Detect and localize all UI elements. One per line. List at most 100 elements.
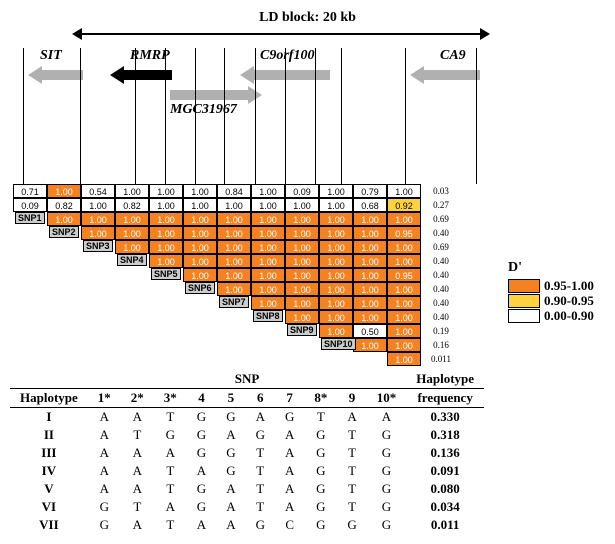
legend-row: 0.90-0.95 bbox=[508, 293, 594, 308]
ld-cell: 1.00 bbox=[285, 240, 319, 254]
ld-block-arrow bbox=[10, 28, 605, 40]
ld-cell: 1.00 bbox=[183, 240, 217, 254]
ld-row-6: 1.001.001.001.001.001.000.95 bbox=[183, 268, 421, 282]
ld-row-0: 0.711.000.541.001.001.000.841.000.091.00… bbox=[13, 184, 421, 198]
ld-arrow-head-left bbox=[72, 28, 82, 40]
ld-cell: 1.00 bbox=[387, 184, 421, 198]
ld-cell: 1.00 bbox=[251, 254, 285, 268]
ld-row-freq: 0.40 bbox=[424, 268, 458, 282]
ld-row-1: 0.090.821.000.821.001.001.001.001.001.00… bbox=[13, 198, 421, 212]
ld-cell: 1.00 bbox=[149, 184, 183, 198]
ld-row-4: 1.001.001.001.001.001.001.001.001.00 bbox=[115, 240, 421, 254]
ld-cell: 1.00 bbox=[387, 240, 421, 254]
ld-row-freq: 0.27 bbox=[424, 198, 458, 212]
legend-title: D' bbox=[508, 260, 594, 276]
gene-arrow-rmrp bbox=[110, 66, 172, 84]
gene-arrow-sit bbox=[28, 66, 83, 84]
ld-row-3: 1.001.001.001.001.001.001.001.001.000.95 bbox=[81, 226, 421, 240]
ld-cell: 1.00 bbox=[115, 226, 149, 240]
ld-cell: 1.00 bbox=[251, 282, 285, 296]
ld-row-freq: 0.69 bbox=[424, 240, 458, 254]
ld-arrow-head-right bbox=[480, 28, 490, 40]
snp-track-line-7 bbox=[285, 48, 286, 184]
ld-cell: 1.00 bbox=[319, 212, 353, 226]
ld-cell: 1.00 bbox=[251, 212, 285, 226]
ld-cell: 1.00 bbox=[47, 184, 81, 198]
ld-cell: 1.00 bbox=[387, 352, 421, 366]
ld-cell: 1.00 bbox=[319, 268, 353, 282]
ld-cell: 1.00 bbox=[285, 268, 319, 282]
ld-cell: 1.00 bbox=[319, 282, 353, 296]
snp-label-snp7: SNP7 bbox=[219, 296, 249, 308]
ld-cell: 1.00 bbox=[353, 212, 387, 226]
legend-label: 0.00-0.90 bbox=[544, 308, 594, 323]
ld-cell: 1.00 bbox=[353, 296, 387, 310]
ld-cell: 1.00 bbox=[319, 226, 353, 240]
snp-track-line-3 bbox=[165, 48, 166, 184]
ld-cell: 1.00 bbox=[115, 212, 149, 226]
ld-row-7: 1.001.001.001.001.001.00 bbox=[217, 282, 421, 296]
ld-cell: 0.82 bbox=[115, 198, 149, 212]
ld-cell: 1.00 bbox=[353, 254, 387, 268]
ld-cell: 1.00 bbox=[285, 254, 319, 268]
ld-cell: 1.00 bbox=[319, 198, 353, 212]
ld-row-5: 1.001.001.001.001.001.001.001.00 bbox=[149, 254, 421, 268]
ld-cell: 1.00 bbox=[387, 310, 421, 324]
legend-label: 0.90-0.95 bbox=[544, 293, 594, 308]
ld-cell: 1.00 bbox=[251, 268, 285, 282]
legend-row: 0.95-1.00 bbox=[508, 278, 594, 293]
ld-row-freq: 0.40 bbox=[424, 226, 458, 240]
legend-swatch bbox=[508, 309, 540, 323]
ld-cell: 1.00 bbox=[183, 198, 217, 212]
ld-row-freq: 0.40 bbox=[424, 296, 458, 310]
ld-cell: 1.00 bbox=[47, 212, 81, 226]
ld-cell: 1.00 bbox=[319, 240, 353, 254]
ld-cell: 1.00 bbox=[251, 198, 285, 212]
ld-cell: 1.00 bbox=[149, 240, 183, 254]
gene-arrow-ca9 bbox=[410, 66, 480, 84]
ld-cell: 1.00 bbox=[285, 310, 319, 324]
ld-cell: 1.00 bbox=[183, 212, 217, 226]
ld-row-freq: 0.40 bbox=[424, 254, 458, 268]
ld-cell: 1.00 bbox=[353, 240, 387, 254]
ld-row-freq: 0.19 bbox=[424, 324, 458, 338]
ld-cell: 1.00 bbox=[387, 338, 421, 352]
ld-matrix: 0.711.000.541.001.001.000.841.000.091.00… bbox=[10, 124, 500, 364]
ld-cell: 0.09 bbox=[13, 198, 47, 212]
ld-cell: 0.95 bbox=[387, 268, 421, 282]
ld-cell: 1.00 bbox=[217, 212, 251, 226]
gene-track: SITRMRPMGC31967C9orf100CA9 bbox=[10, 48, 605, 118]
d-prime-legend: D' 0.95-1.000.90-0.950.00-0.90 bbox=[508, 260, 594, 323]
ld-cell: 1.00 bbox=[285, 226, 319, 240]
ld-cell: 1.00 bbox=[81, 226, 115, 240]
legend-row: 0.00-0.90 bbox=[508, 308, 594, 323]
ld-cell: 1.00 bbox=[149, 212, 183, 226]
ld-cell: 1.00 bbox=[81, 198, 115, 212]
snp-label-snp1: SNP1 bbox=[15, 212, 45, 224]
ld-cell: 1.00 bbox=[217, 240, 251, 254]
snp-label-snp5: SNP5 bbox=[151, 268, 181, 280]
ld-cell: 1.00 bbox=[251, 226, 285, 240]
ld-row-freq: 0.69 bbox=[424, 212, 458, 226]
ld-cell: 1.00 bbox=[387, 282, 421, 296]
ld-cell: 1.00 bbox=[387, 254, 421, 268]
ld-cell: 0.68 bbox=[353, 198, 387, 212]
ld-cell: 1.00 bbox=[353, 338, 387, 352]
ld-cell: 1.00 bbox=[115, 240, 149, 254]
ld-row-freq: 0.03 bbox=[424, 184, 458, 198]
ld-cell: 1.00 bbox=[217, 268, 251, 282]
ld-cell: 1.00 bbox=[285, 212, 319, 226]
ld-cell: 1.00 bbox=[285, 282, 319, 296]
ld-row-freq: 0.40 bbox=[424, 282, 458, 296]
gene-arrow-mgc31967 bbox=[170, 86, 262, 104]
ld-cell: 0.92 bbox=[387, 198, 421, 212]
ld-cell: 1.00 bbox=[353, 226, 387, 240]
figure-container: LD block: 20 kb SITRMRPMGC31967C9orf100C… bbox=[10, 10, 605, 534]
ld-cell: 1.00 bbox=[319, 324, 353, 338]
ld-row-freq: 0.011 bbox=[424, 352, 458, 366]
ld-cell: 1.00 bbox=[251, 296, 285, 310]
snp-label-snp3: SNP3 bbox=[83, 240, 113, 252]
ld-cell: 0.82 bbox=[47, 198, 81, 212]
ld-cell: 1.00 bbox=[285, 296, 319, 310]
ld-cell: 1.00 bbox=[81, 212, 115, 226]
